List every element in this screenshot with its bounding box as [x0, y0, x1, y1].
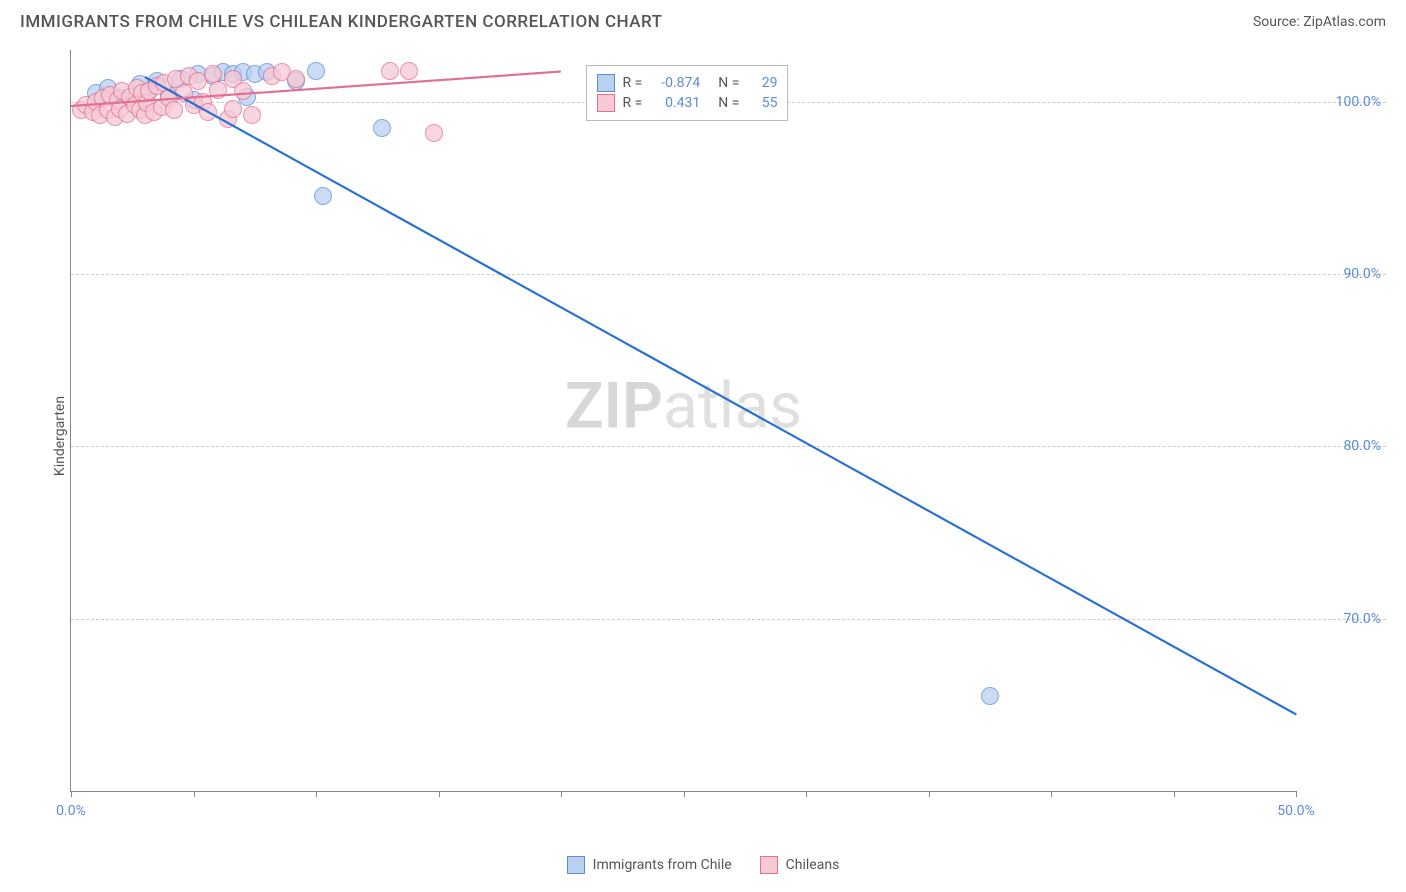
- x-tick: [194, 791, 195, 797]
- x-tick: [439, 791, 440, 797]
- legend-swatch: [597, 74, 615, 92]
- chart-source: Source: ZipAtlas.com: [1253, 14, 1386, 30]
- scatter-point: [373, 119, 391, 137]
- x-tick-label: 0.0%: [56, 803, 86, 819]
- watermark: ZIPatlas: [565, 368, 802, 443]
- gridline-h: [71, 619, 1386, 620]
- scatter-point: [234, 82, 252, 100]
- chart-header: IMMIGRANTS FROM CHILE VS CHILEAN KINDERG…: [0, 0, 1406, 40]
- gridline-h: [71, 274, 1386, 275]
- legend-n-value: 55: [747, 95, 777, 111]
- legend-swatch: [567, 856, 585, 874]
- x-tick: [71, 791, 72, 797]
- x-tick: [1051, 791, 1052, 797]
- scatter-point: [243, 106, 261, 124]
- x-tick-label: 50.0%: [1277, 803, 1315, 819]
- stats-legend-row: R = -0.874 N = 29: [597, 74, 778, 92]
- legend-n-value: 29: [747, 75, 777, 91]
- y-tick-label: 100.0%: [1301, 94, 1381, 110]
- scatter-point: [165, 101, 183, 119]
- x-tick: [684, 791, 685, 797]
- legend-r-label: R =: [623, 75, 643, 91]
- scatter-point: [307, 62, 325, 80]
- legend-label: Chileans: [786, 857, 840, 873]
- watermark-light: atlas: [663, 368, 802, 443]
- chart-area: Kindergarten ZIPatlas 70.0%80.0%90.0%100…: [50, 50, 1386, 822]
- y-tick-label: 80.0%: [1301, 438, 1381, 454]
- legend-r-label: R =: [623, 95, 643, 111]
- stats-legend: R = -0.874 N = 29 R = 0.431 N = 55: [586, 65, 789, 121]
- scatter-point: [224, 100, 242, 118]
- legend-swatch: [760, 856, 778, 874]
- bottom-legend-item: Chileans: [760, 856, 840, 874]
- scatter-point: [287, 70, 305, 88]
- y-tick-label: 90.0%: [1301, 266, 1381, 282]
- x-tick: [316, 791, 317, 797]
- scatter-point: [381, 62, 399, 80]
- legend-swatch: [597, 94, 615, 112]
- chart-title: IMMIGRANTS FROM CHILE VS CHILEAN KINDERG…: [20, 12, 663, 32]
- x-tick: [929, 791, 930, 797]
- legend-n-label: N =: [718, 75, 739, 91]
- plot-region: ZIPatlas 70.0%80.0%90.0%100.0%0.0%50.0%R…: [70, 50, 1296, 792]
- bottom-legend: Immigrants from Chile Chileans: [0, 856, 1406, 874]
- scatter-point: [400, 62, 418, 80]
- scatter-point: [981, 687, 999, 705]
- scatter-point: [314, 187, 332, 205]
- legend-n-label: N =: [718, 95, 739, 111]
- legend-r-value: -0.874: [650, 75, 700, 91]
- x-tick: [561, 791, 562, 797]
- legend-label: Immigrants from Chile: [593, 857, 732, 873]
- x-tick: [806, 791, 807, 797]
- bottom-legend-item: Immigrants from Chile: [567, 856, 732, 874]
- y-axis-label: Kindergarten: [52, 396, 68, 476]
- watermark-bold: ZIP: [565, 368, 663, 443]
- scatter-point: [425, 124, 443, 142]
- stats-legend-row: R = 0.431 N = 55: [597, 94, 778, 112]
- x-tick: [1296, 791, 1297, 797]
- x-tick: [1174, 791, 1175, 797]
- y-tick-label: 70.0%: [1301, 611, 1381, 627]
- legend-r-value: 0.431: [650, 95, 700, 111]
- gridline-h: [71, 446, 1386, 447]
